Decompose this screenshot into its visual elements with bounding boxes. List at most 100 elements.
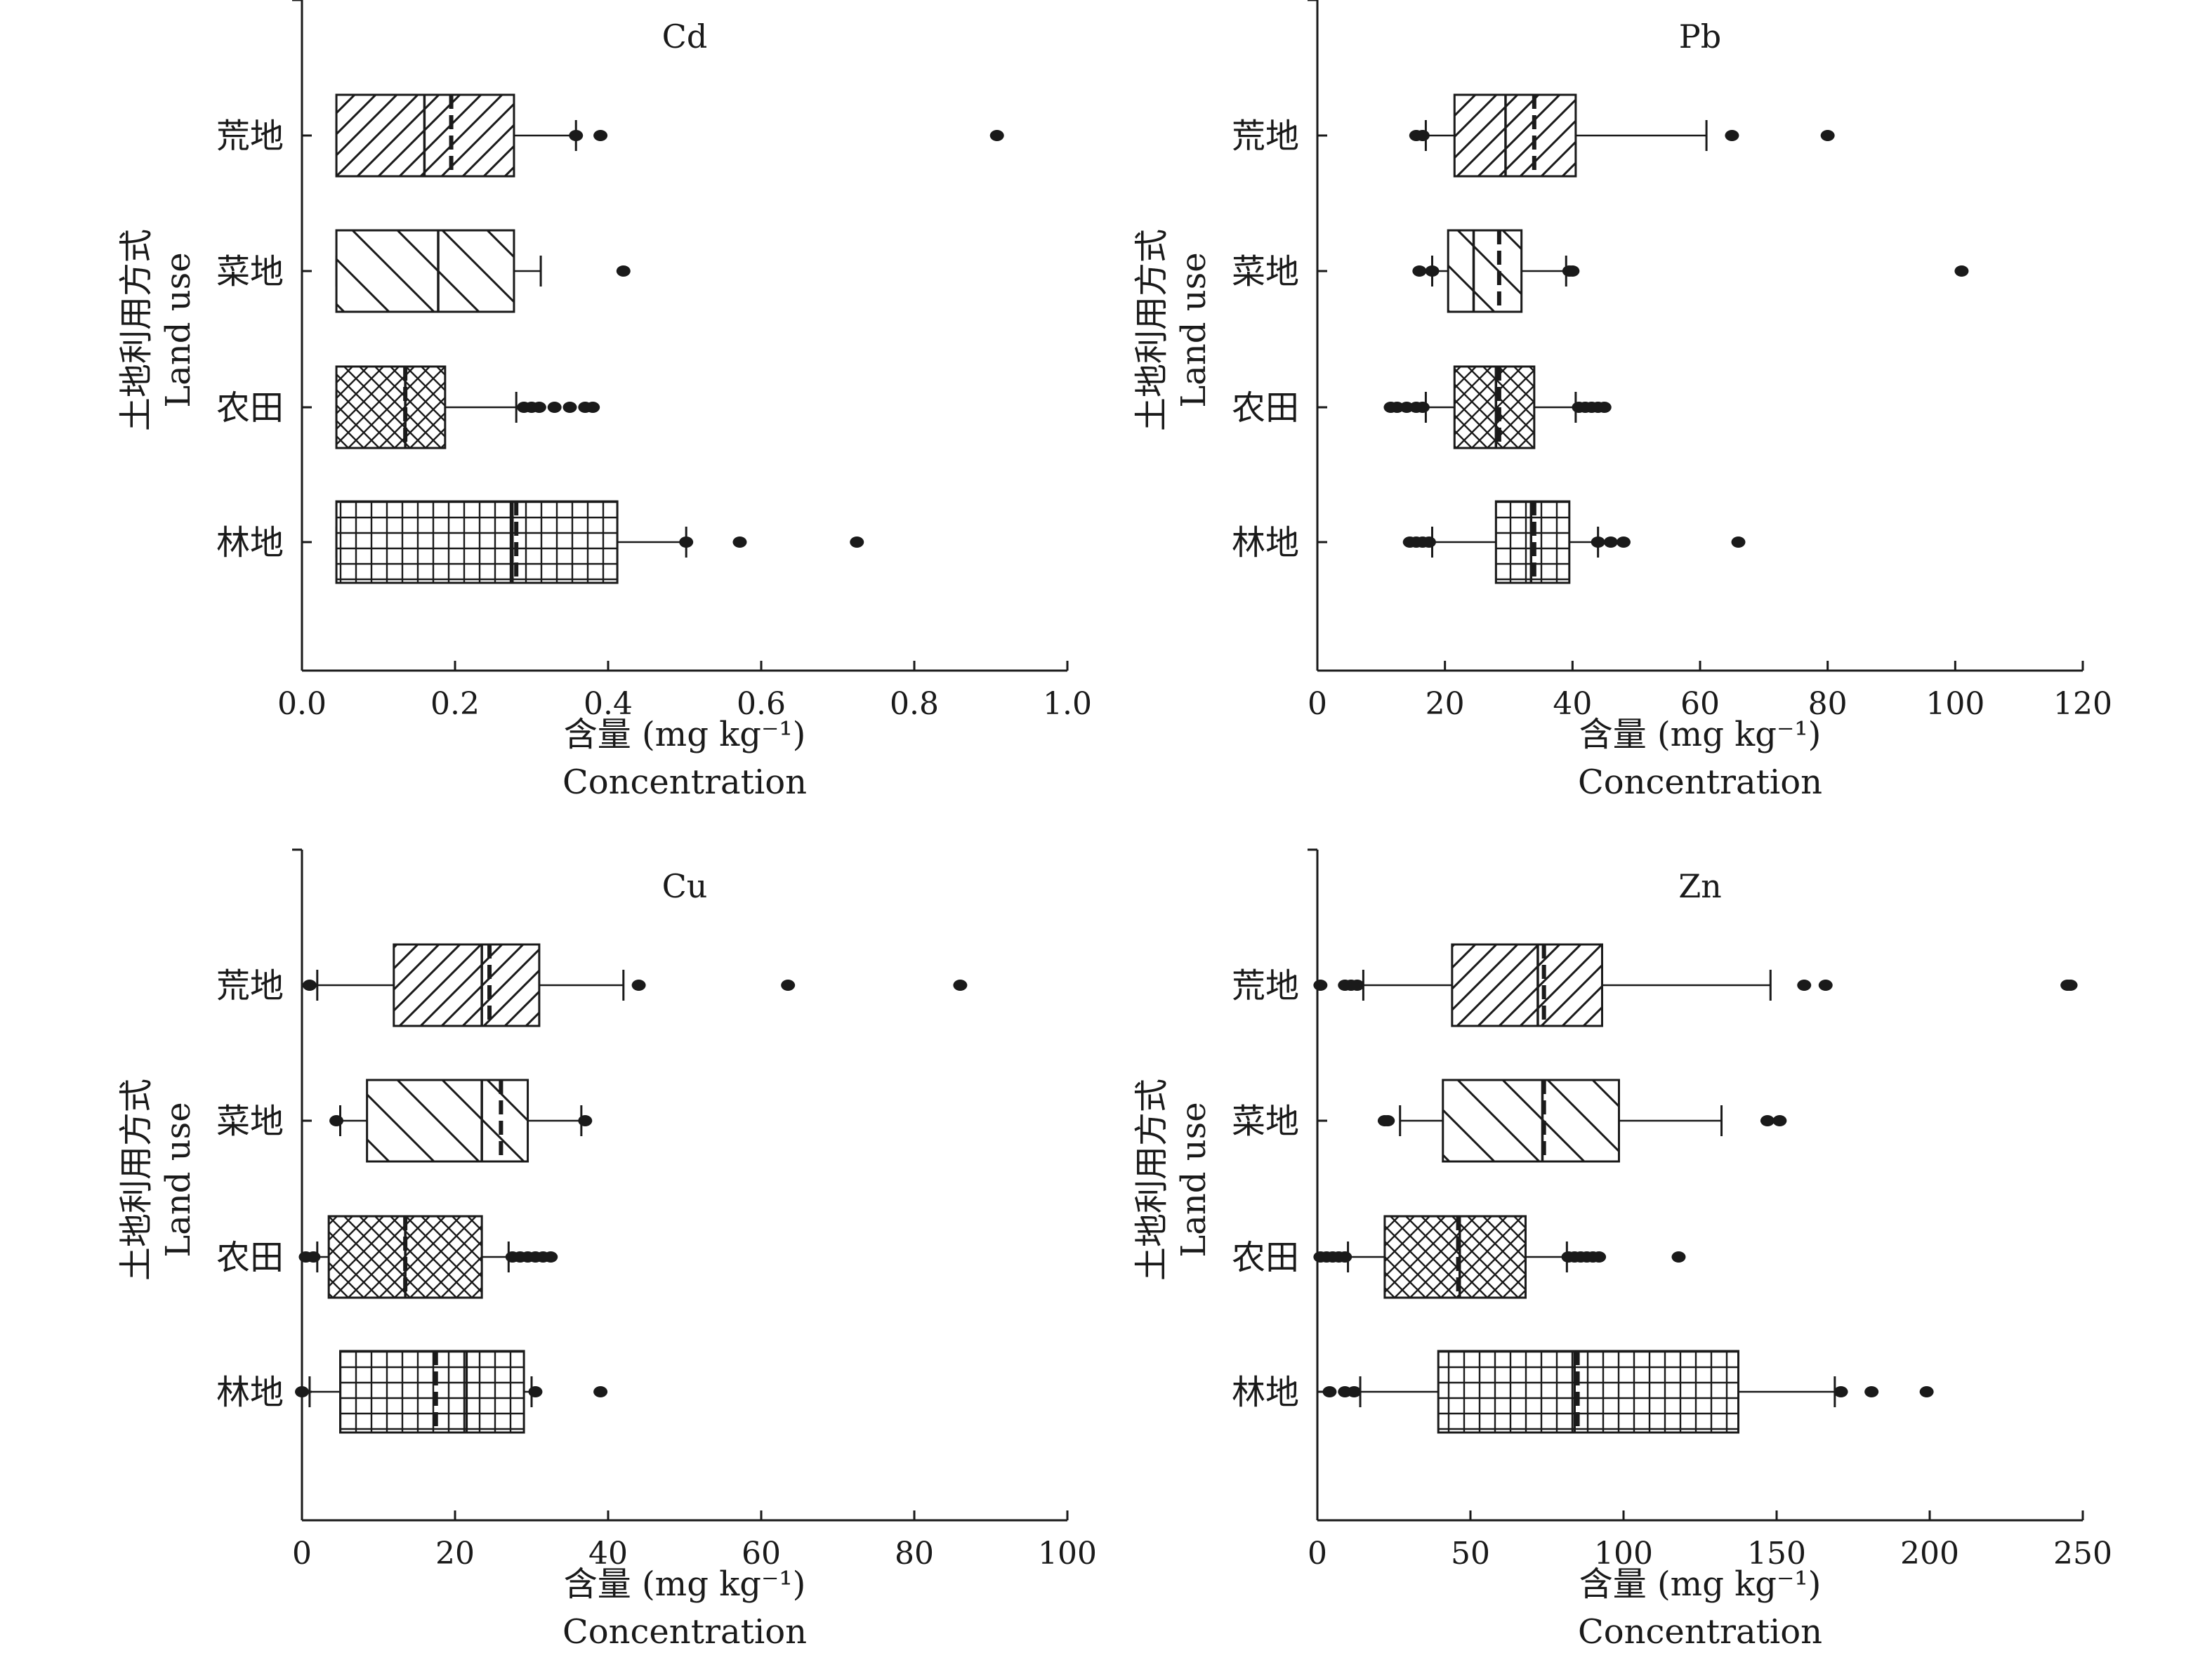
outlier-point	[732, 536, 747, 548]
outlier-point	[1565, 265, 1580, 277]
x-tick-label: 1.0	[1043, 686, 1092, 722]
outlier-point	[569, 130, 584, 141]
y-tick-label: 农田	[216, 1238, 284, 1277]
panel-zn: Zn 土地利用方式 Land use 含量 (mg kg⁻¹) Concentr…	[1132, 848, 2112, 1652]
box-2	[1383, 365, 1612, 449]
outlier-point	[528, 1386, 543, 1397]
x-tick-label: 100	[1594, 1536, 1653, 1572]
outlier-point	[2063, 980, 2078, 991]
x-tick-label: 100	[1038, 1536, 1097, 1572]
x-axis-title-en: Concentration	[1578, 763, 1822, 802]
box-0	[335, 93, 1004, 178]
y-tick-label: 林地	[1232, 1373, 1299, 1412]
x-tick-label: 60	[1680, 686, 1720, 722]
outlier-point	[781, 980, 796, 991]
y-tick-label: 菜地	[1232, 252, 1299, 291]
box-1	[1412, 229, 1969, 313]
y-axis-title-en: Land use	[1174, 1102, 1213, 1257]
x-tick-label: 40	[588, 1536, 628, 1572]
box-3	[335, 500, 864, 584]
y-axis-title-zh: 土地利用方式	[1132, 229, 1171, 431]
box-body	[1447, 229, 1523, 313]
panel-cd: Cd 土地利用方式 Land use 含量 (mg kg⁻¹) Concentr…	[117, 0, 1092, 802]
outlier-point	[1603, 536, 1618, 548]
y-axis-title-zh: 土地利用方式	[117, 1079, 156, 1281]
y-tick-label: 林地	[1232, 523, 1299, 562]
x-tick-label: 150	[1747, 1536, 1806, 1572]
outlier-point	[1731, 536, 1746, 548]
y-tick-label: 林地	[216, 523, 284, 562]
outlier-point	[989, 130, 1004, 141]
box-0	[1313, 943, 2078, 1027]
x-tick-label: 250	[2053, 1536, 2112, 1572]
x-tick-label: 0.2	[430, 686, 480, 722]
box-body	[335, 365, 447, 449]
x-tick-label: 120	[2053, 686, 2112, 722]
x-axis-title-zh: 含量 (mg kg⁻¹)	[1579, 715, 1822, 754]
box-body	[1383, 1215, 1527, 1299]
x-tick-label: 100	[1925, 686, 1984, 722]
outlier-point	[1772, 1115, 1787, 1126]
y-axis-title-zh: 土地利用方式	[1132, 1079, 1171, 1281]
outlier-point	[593, 130, 608, 141]
x-axis-title-en: Concentration	[1578, 1612, 1822, 1652]
outlier-point	[302, 980, 317, 991]
panel-pb: Pb 土地利用方式 Land use 含量 (mg kg⁻¹) Concentr…	[1132, 0, 2112, 802]
outlier-point	[1919, 1386, 1934, 1397]
outlier-point	[1350, 980, 1364, 991]
y-tick-label: 菜地	[1232, 1102, 1299, 1141]
y-tick-label: 农田	[1232, 1238, 1299, 1277]
y-tick-label: 林地	[216, 1373, 284, 1412]
y-tick-label: 农田	[216, 388, 284, 428]
box-body	[339, 1350, 525, 1434]
x-tick-label: 0.8	[890, 686, 939, 722]
y-tick-label: 农田	[1232, 388, 1299, 428]
x-tick-label: 20	[1426, 686, 1465, 722]
y-axis-title-zh: 土地利用方式	[117, 229, 156, 431]
panel-title: Cd	[662, 18, 708, 55]
outlier-point	[1592, 1251, 1607, 1263]
panel-title: Cu	[662, 867, 708, 905]
box-body	[335, 500, 619, 584]
x-tick-label: 80	[895, 1536, 934, 1572]
box-3	[1322, 1350, 1934, 1434]
outlier-point	[1617, 536, 1631, 548]
box-body	[366, 1079, 529, 1163]
y-tick-label: 荒地	[1232, 966, 1299, 1006]
outlier-point	[631, 980, 646, 991]
outlier-point	[578, 1115, 593, 1126]
y-tick-label: 菜地	[216, 1102, 284, 1141]
y-axis-title-en: Land use	[159, 252, 198, 407]
x-tick-label: 0	[1308, 686, 1327, 722]
box-body	[393, 943, 541, 1027]
outlier-point	[1820, 130, 1835, 141]
box-1	[329, 1079, 593, 1163]
outlier-point	[1671, 1251, 1686, 1263]
outlier-point	[295, 1386, 309, 1397]
outlier-point	[1954, 265, 1969, 277]
y-tick-label: 菜地	[216, 252, 284, 291]
outlier-point	[1421, 536, 1436, 548]
outlier-point	[1425, 265, 1440, 277]
panel-cu: Cu 土地利用方式 Land use 含量 (mg kg⁻¹) Concentr…	[117, 848, 1097, 1652]
outlier-point	[1381, 1115, 1395, 1126]
outlier-point	[1313, 980, 1328, 991]
panel-title: Pb	[1679, 18, 1721, 55]
x-tick-label: 0.4	[584, 686, 633, 722]
x-tick-label: 20	[435, 1536, 475, 1572]
box-3	[1402, 500, 1746, 584]
outlier-point	[679, 536, 694, 548]
box-body	[1453, 365, 1536, 449]
box-1	[1377, 1079, 1787, 1163]
x-axis-title-en: Concentration	[562, 1612, 807, 1652]
outlier-point	[593, 1386, 608, 1397]
x-tick-label: 0	[1308, 1536, 1327, 1572]
outlier-point	[1818, 980, 1833, 991]
outlier-point	[616, 265, 631, 277]
x-axis-title-en: Concentration	[562, 763, 807, 802]
outlier-point	[850, 536, 864, 548]
x-tick-label: 40	[1553, 686, 1592, 722]
box-2	[335, 365, 600, 449]
